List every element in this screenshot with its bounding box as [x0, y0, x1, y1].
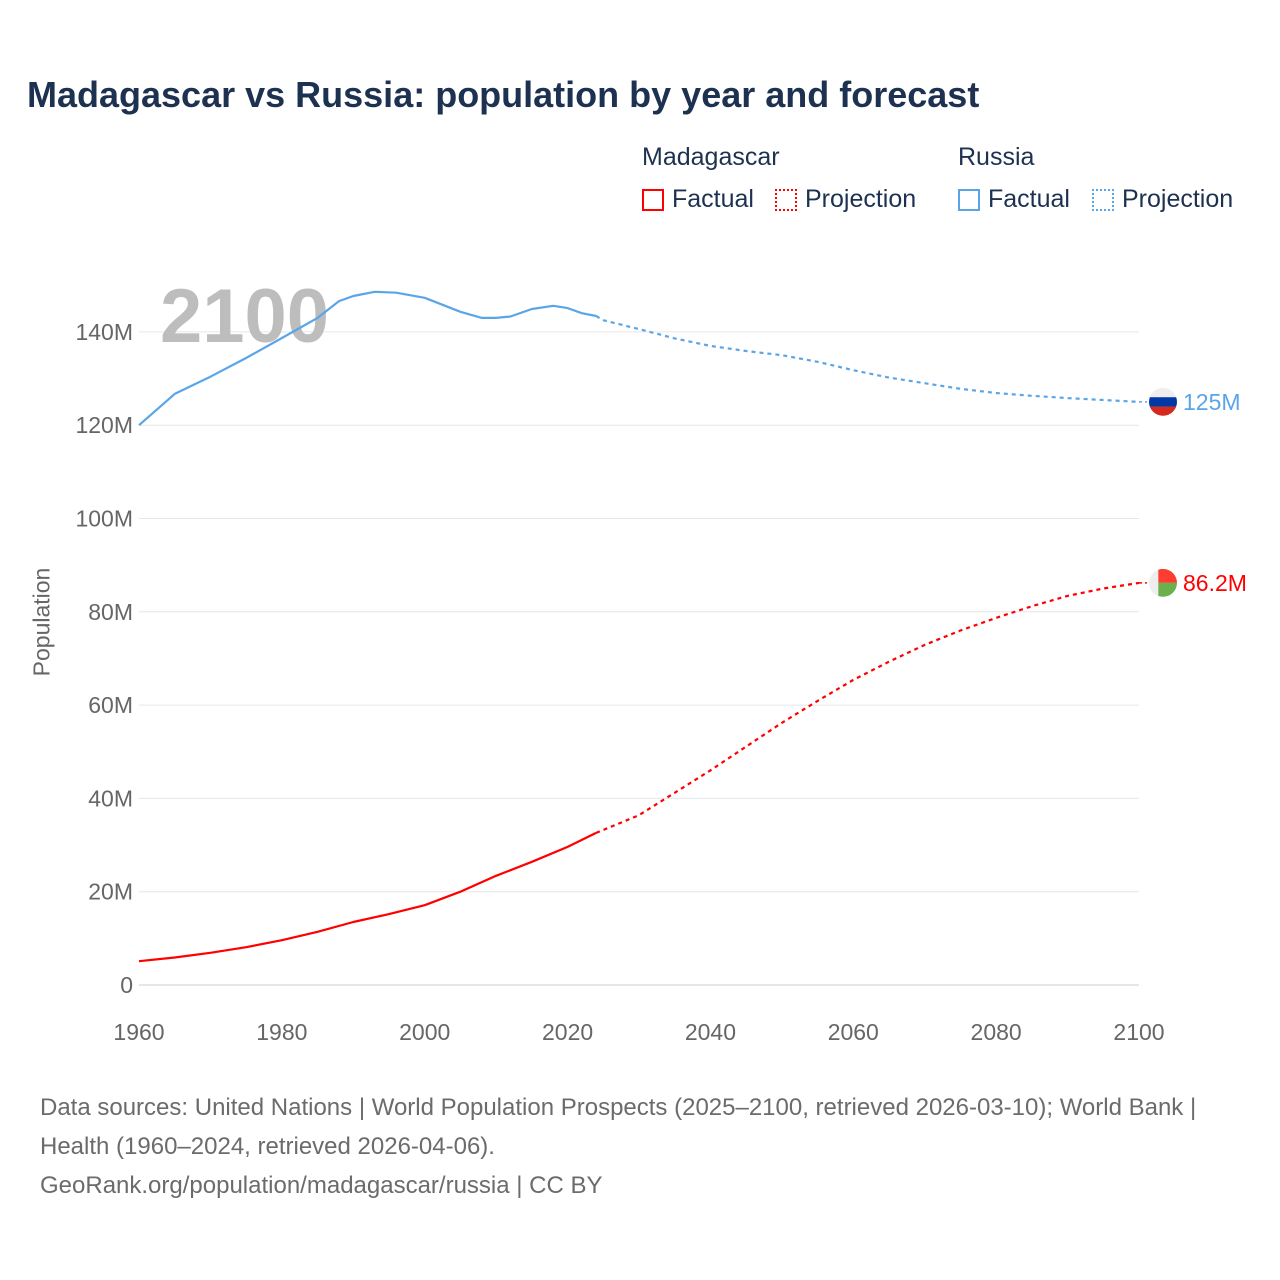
madagascar-end-label: 86.2M — [1183, 570, 1247, 596]
series-end-markers: 125M 86.2M — [1139, 387, 1247, 597]
y-tick-label: 80M — [88, 599, 133, 625]
series-lines — [138, 290, 1140, 963]
flag-body — [1149, 568, 1177, 597]
russia-factual-line — [138, 290, 597, 427]
footer: Data sources: United Nations | World Pop… — [40, 1088, 1240, 1205]
legend-swatch-solid — [642, 188, 664, 211]
legend-label: Factual — [988, 185, 1070, 213]
line-chart: 2100 0 20M 40M 60M 80M 100M 120M 140M 1960 1980 20… — [75, 274, 1247, 1045]
flag-stripe-blue — [1149, 397, 1177, 407]
madagascar-flag-icon — [1149, 568, 1177, 597]
madagascar-projection-line — [595, 581, 1140, 834]
legend-madagascar-factual[interactable]: Factual — [642, 185, 754, 214]
russia-end-label: 125M — [1183, 389, 1241, 415]
y-tick-label: 140M — [75, 319, 133, 345]
legend-group-russia: Russia — [958, 143, 1035, 171]
legend-russia-projection[interactable]: Projection — [1092, 185, 1233, 214]
legend-label: Projection — [1122, 185, 1234, 213]
x-tick-label: 2060 — [828, 1019, 879, 1045]
credit-link[interactable]: GeoRank.org/population/madagascar/russia… — [40, 1172, 603, 1199]
axis-ticks: 0 20M 40M 60M 80M 100M 120M 140M 1960 1980 2000 202… — [75, 319, 1164, 1045]
flag-stripe-green — [1158, 582, 1177, 597]
flag-stripe-white — [1149, 568, 1159, 597]
legend-swatch-solid — [958, 188, 980, 211]
y-tick-label: 40M — [88, 785, 133, 811]
legend-group-madagascar: Madagascar — [642, 143, 780, 171]
x-tick-label: 1960 — [113, 1019, 164, 1045]
madagascar-factual-line — [138, 831, 597, 963]
flag-stripe-white — [1149, 387, 1177, 398]
y-tick-label: 120M — [75, 412, 133, 438]
legend-madagascar-projection[interactable]: Projection — [775, 185, 916, 214]
x-tick-label: 2000 — [399, 1019, 450, 1045]
data-sources: Data sources: United Nations | World Pop… — [40, 1094, 1197, 1160]
x-tick-label: 2020 — [542, 1019, 593, 1045]
x-tick-label: 2100 — [1113, 1019, 1164, 1045]
legend-label: Projection — [805, 185, 917, 213]
flag-stripe-red — [1158, 568, 1177, 583]
flag-body — [1149, 387, 1177, 416]
grid — [139, 331, 1139, 986]
y-tick-label: 20M — [88, 879, 133, 905]
legend-swatch-dotted — [775, 188, 797, 211]
x-tick-label: 1980 — [256, 1019, 307, 1045]
year-overlay: 2100 — [160, 274, 329, 359]
russia-flag-icon — [1149, 387, 1177, 416]
legend-swatch-dotted — [1092, 188, 1114, 211]
chart-title: Madagascar vs Russia: population by year… — [27, 74, 980, 115]
legend-russia-factual[interactable]: Factual — [958, 185, 1070, 214]
flag-stripe-red — [1149, 406, 1177, 416]
y-tick-label: 0 — [120, 972, 133, 998]
x-tick-label: 2080 — [971, 1019, 1022, 1045]
y-tick-label: 100M — [75, 506, 133, 532]
x-tick-label: 2040 — [685, 1019, 736, 1045]
y-tick-label: 60M — [88, 692, 133, 718]
russia-projection-line — [595, 315, 1140, 403]
legend-label: Factual — [672, 185, 754, 213]
